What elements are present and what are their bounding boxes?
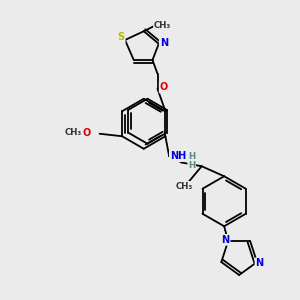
Text: O: O xyxy=(160,82,168,92)
Text: N: N xyxy=(222,235,230,245)
Text: O: O xyxy=(83,128,91,137)
Text: N: N xyxy=(160,38,168,47)
Text: CH₃: CH₃ xyxy=(154,20,171,29)
Text: H: H xyxy=(188,160,195,169)
Text: CH₃: CH₃ xyxy=(65,128,82,137)
Text: CH₃: CH₃ xyxy=(176,182,193,191)
Text: NH: NH xyxy=(170,151,186,161)
Text: H: H xyxy=(188,152,195,161)
Text: N: N xyxy=(255,258,263,268)
Text: S: S xyxy=(118,32,125,43)
